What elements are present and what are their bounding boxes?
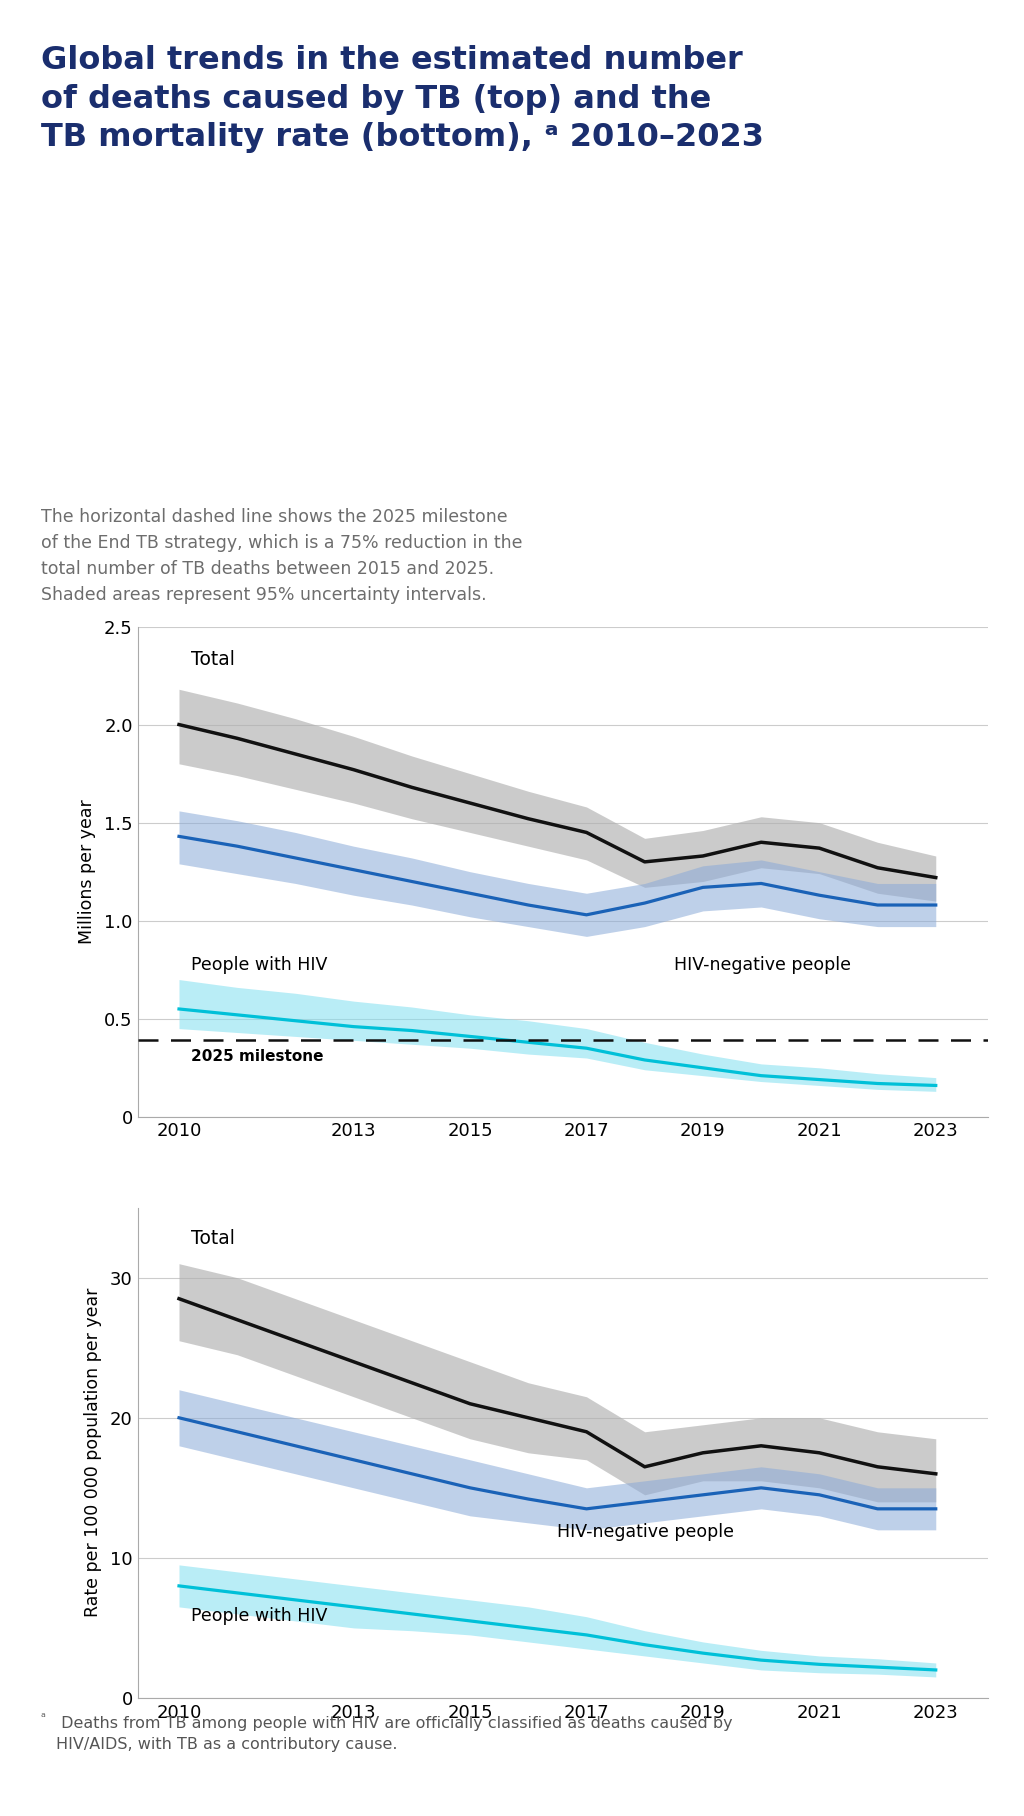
Text: Total: Total <box>190 650 234 668</box>
Y-axis label: Rate per 100 000 population per year: Rate per 100 000 population per year <box>84 1288 101 1618</box>
Text: HIV-negative people: HIV-negative people <box>557 1524 734 1540</box>
Text: People with HIV: People with HIV <box>190 955 327 973</box>
Text: People with HIV: People with HIV <box>190 1607 327 1625</box>
Text: Deaths from TB among people with HIV are officially classified as deaths caused : Deaths from TB among people with HIV are… <box>56 1716 733 1751</box>
Text: 2025 milestone: 2025 milestone <box>190 1050 324 1064</box>
Text: The horizontal dashed line shows the 2025 milestone
of the End TB strategy, whic: The horizontal dashed line shows the 202… <box>41 508 522 603</box>
Text: ᵃ: ᵃ <box>41 1711 46 1723</box>
Text: Total: Total <box>190 1229 234 1248</box>
Y-axis label: Millions per year: Millions per year <box>78 799 95 944</box>
Text: Global trends in the estimated number
of deaths caused by TB (top) and the
TB mo: Global trends in the estimated number of… <box>41 45 764 153</box>
Text: HIV-negative people: HIV-negative people <box>674 955 851 973</box>
